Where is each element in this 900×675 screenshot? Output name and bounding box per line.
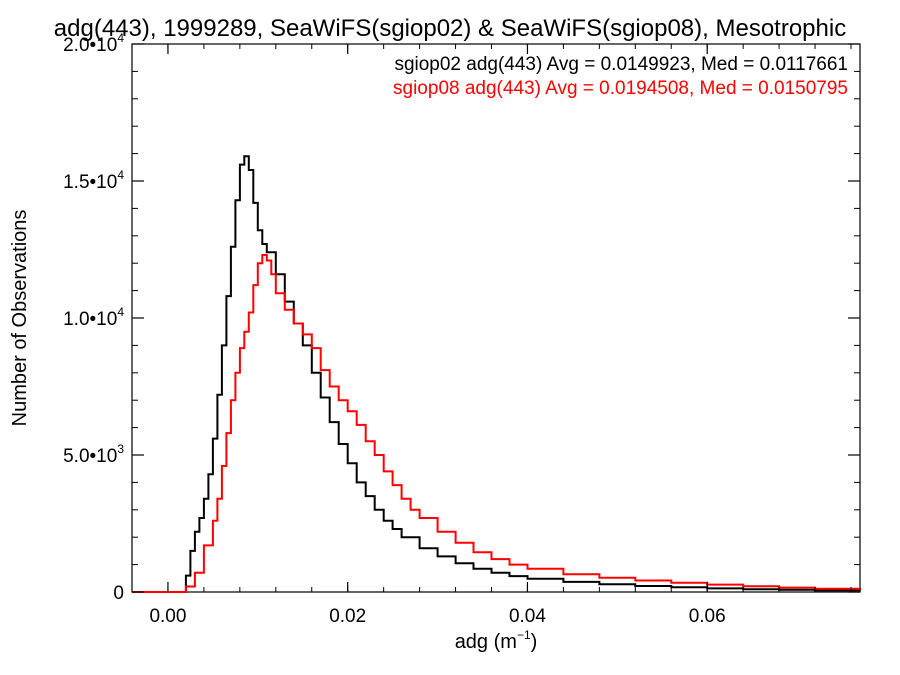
x-tick-label-2: 0.04 <box>509 606 546 627</box>
x-tick-label-0: 0.00 <box>149 606 186 627</box>
series-layer <box>132 155 861 593</box>
y-axis-label: Number of Observations <box>9 210 31 427</box>
y-tick-label-0: 0 <box>113 583 124 604</box>
y-axis: 0 5.0•103 1.0•104 1.5•104 2.0•104 <box>63 31 860 604</box>
y-tick-label-3: 1.5•104 <box>63 168 124 193</box>
x-axis-label-base: adg (m <box>455 631 517 653</box>
y-tick-label-2: 1.0•104 <box>63 305 124 330</box>
annotation-sgiop02: sgiop02 adg(443) Avg = 0.0149923, Med = … <box>394 54 848 75</box>
series-line-sgiop02 <box>132 155 861 593</box>
y-tick-label-1: 5.0•103 <box>63 442 124 467</box>
x-axis: 0.00 0.02 0.04 0.06 <box>149 44 852 627</box>
annotation-sgiop08: sgiop08 adg(443) Avg = 0.0194508, Med = … <box>393 78 848 99</box>
x-tick-label-1: 0.02 <box>329 606 366 627</box>
x-axis-label-close: ) <box>531 631 538 653</box>
x-axis-label-sup: −1 <box>517 628 531 642</box>
series-line-sgiop08 <box>132 254 861 593</box>
plot-frame <box>131 43 861 593</box>
y-tick-label-4: 2.0•104 <box>63 31 124 56</box>
x-axis-label: adg (m−1) <box>455 628 538 653</box>
chart-title: adg(443), 1999289, SeaWiFS(sgiop02) & Se… <box>54 15 846 42</box>
plot-area: 0.00 0.02 0.04 0.06 0 5.0•103 1.0•104 1.5•104 2… <box>63 31 861 627</box>
x-tick-label-3: 0.06 <box>689 606 726 627</box>
